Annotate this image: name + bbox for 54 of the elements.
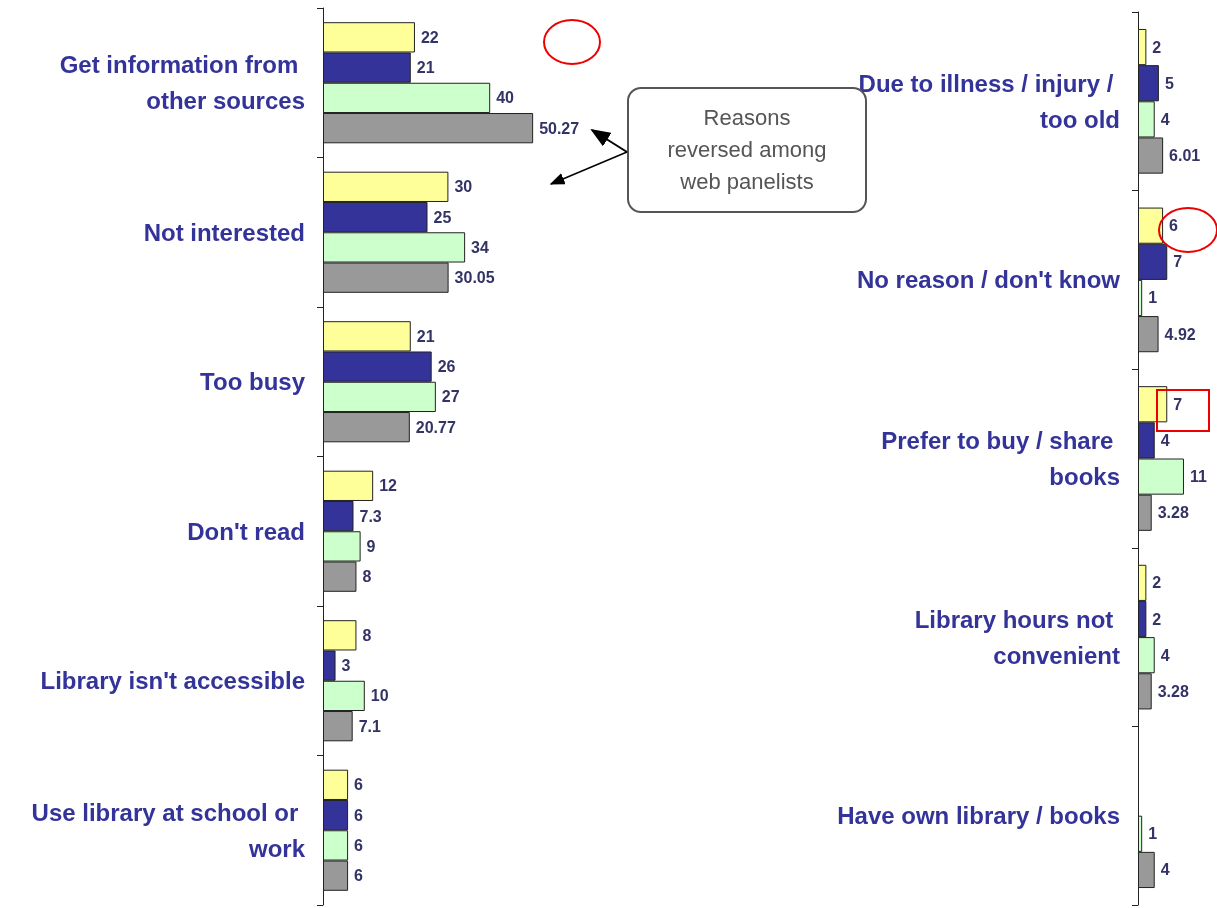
data-label: 20.77 bbox=[415, 418, 456, 436]
data-label: 7 bbox=[1173, 253, 1183, 271]
data-label: 6 bbox=[354, 806, 364, 824]
data-label: 6 bbox=[1169, 217, 1179, 235]
data-label: 5 bbox=[1164, 74, 1174, 92]
data-label: 3.28 bbox=[1157, 682, 1189, 700]
data-label: 6 bbox=[354, 776, 364, 794]
y-tick-label: Library isn't accessible bbox=[40, 667, 305, 695]
data-label: 12 bbox=[379, 477, 398, 495]
data-label: 9 bbox=[366, 537, 376, 555]
data-label: 6 bbox=[354, 867, 364, 885]
y-tick-label: Get information from other sources bbox=[59, 51, 305, 115]
y-tick-label: Have own library / books bbox=[837, 802, 1120, 830]
y-tick-label: Don't read bbox=[187, 517, 305, 545]
y-tick-label: Prefer to buy / share books bbox=[881, 427, 1120, 490]
data-label: 7.1 bbox=[358, 717, 382, 735]
data-label: 4.92 bbox=[1164, 325, 1196, 343]
y-tick-label: Due to illness / injury / too old bbox=[858, 69, 1120, 133]
y-tick-label: No reason / don't know bbox=[856, 266, 1121, 294]
text: Reasons reversed among web panelists bbox=[667, 105, 827, 194]
data-label: 7.3 bbox=[359, 507, 382, 525]
data-label: 10 bbox=[370, 687, 389, 705]
data-label: 2 bbox=[1152, 610, 1162, 628]
data-label: 7 bbox=[1173, 395, 1183, 413]
data-label: 6.01 bbox=[1169, 147, 1201, 165]
data-label: 8 bbox=[362, 626, 372, 644]
data-label: 26 bbox=[437, 358, 456, 376]
data-label: 30.05 bbox=[454, 269, 495, 287]
data-label: 25 bbox=[433, 208, 452, 226]
data-label: 4 bbox=[1160, 861, 1170, 879]
data-label: 21 bbox=[416, 327, 435, 345]
data-label: 27 bbox=[441, 388, 460, 406]
data-label: 11 bbox=[1189, 468, 1207, 486]
y-tick-label: Too busy bbox=[200, 368, 306, 396]
data-label: 34 bbox=[471, 238, 490, 256]
data-label: 6 bbox=[354, 836, 364, 854]
data-label: 4 bbox=[1160, 431, 1170, 449]
data-label: 50.27 bbox=[539, 119, 580, 137]
data-label: 1 bbox=[1148, 825, 1158, 843]
data-label: 40 bbox=[496, 89, 515, 107]
data-label: 4 bbox=[1160, 646, 1170, 664]
data-label: 22 bbox=[420, 28, 439, 46]
y-tick-label: Use library at school or work bbox=[31, 798, 306, 862]
data-label: 8 bbox=[362, 568, 372, 586]
y-tick-label: Library hours not convenient bbox=[914, 605, 1120, 669]
data-label: 3.28 bbox=[1157, 504, 1189, 522]
data-label: 3 bbox=[341, 657, 351, 675]
data-label: 2 bbox=[1152, 38, 1162, 56]
data-label: 30 bbox=[454, 178, 473, 196]
data-label: 1 bbox=[1148, 289, 1158, 307]
y-tick-label: Not interested bbox=[143, 218, 305, 246]
data-label: 2 bbox=[1152, 574, 1162, 592]
data-label: 4 bbox=[1160, 110, 1170, 128]
data-label: 21 bbox=[416, 59, 435, 77]
